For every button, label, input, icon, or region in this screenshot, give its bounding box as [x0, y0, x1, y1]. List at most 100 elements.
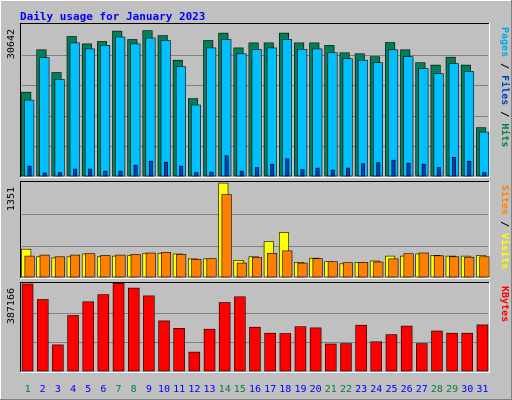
- bar-sites-day-3: [54, 256, 65, 278]
- bar-pages-day-1: [27, 165, 32, 177]
- bar-sites-day-12: [191, 258, 202, 278]
- x-tick-label: 12: [188, 384, 200, 395]
- bar-kbytes-day-6: [97, 294, 110, 372]
- bar-pages-day-27: [421, 163, 426, 177]
- x-tick-label: 28: [431, 384, 443, 395]
- x-tick-label: 4: [70, 384, 76, 395]
- y-max-label: 30642: [6, 29, 17, 59]
- legend-part: KBytes: [499, 286, 510, 322]
- bar-files-day-18: [281, 39, 292, 177]
- bar-files-day-2: [39, 57, 50, 177]
- bar-sites-day-14: [221, 194, 232, 278]
- bar-sites-day-11: [176, 254, 187, 278]
- bar-kbytes-day-15: [234, 296, 246, 372]
- x-tick-label: 16: [249, 384, 261, 395]
- bar-kbytes-day-9: [143, 295, 155, 372]
- bar-sites-day-1: [24, 255, 35, 278]
- bar-sites-day-16: [252, 257, 263, 278]
- bar-pages-day-23: [361, 163, 365, 177]
- bar-files-day-25: [388, 49, 399, 177]
- bar-pages-day-17: [270, 163, 275, 177]
- x-tick-label: 22: [340, 384, 352, 395]
- bar-pages-day-24: [376, 162, 381, 177]
- bar-kbytes-day-14: [218, 302, 231, 372]
- bar-files-day-12: [191, 104, 202, 177]
- bar-sites-day-8: [130, 254, 141, 278]
- x-tick-label: 14: [219, 384, 231, 395]
- x-tick-label: 2: [40, 384, 46, 395]
- bar-kbytes-day-19: [294, 326, 307, 372]
- bar-pages-day-13: [209, 171, 214, 177]
- bar-sites-day-23: [358, 262, 369, 278]
- bar-kbytes-day-18: [279, 333, 292, 372]
- x-tick-label: 15: [234, 384, 246, 395]
- x-tick-label: 26: [401, 384, 413, 395]
- x-tick-label: 24: [370, 384, 382, 395]
- bar-files-day-19: [297, 49, 308, 177]
- x-tick-label: 5: [85, 384, 91, 395]
- x-tick-label: 29: [446, 384, 458, 395]
- bar-kbytes-day-16: [249, 326, 261, 372]
- bar-pages-day-15: [239, 170, 244, 177]
- bar-kbytes-day-13: [203, 328, 216, 372]
- bar-files-day-20: [312, 48, 323, 177]
- bar-files-day-21: [327, 52, 338, 177]
- x-tick-label: 17: [264, 384, 276, 395]
- bar-kbytes-day-22: [340, 343, 352, 372]
- bar-sites-day-22: [342, 262, 353, 278]
- bar-pages-day-28: [436, 167, 441, 177]
- bar-sites-day-27: [418, 252, 429, 278]
- bar-files-day-30: [463, 71, 474, 177]
- y-max-label: 387166: [6, 288, 17, 324]
- bar-sites-day-4: [70, 254, 81, 278]
- bar-pages-day-31: [482, 172, 487, 177]
- bar-pages-day-18: [285, 158, 290, 177]
- bar-pages-day-22: [345, 167, 350, 177]
- bar-kbytes-day-29: [446, 332, 458, 372]
- bar-kbytes-day-30: [461, 332, 473, 372]
- bar-files-day-6: [100, 45, 111, 177]
- bar-files-day-10: [160, 40, 171, 177]
- bar-kbytes-day-4: [67, 315, 79, 372]
- chart-title: Daily usage for January 2023: [20, 10, 205, 23]
- bar-pages-day-5: [88, 168, 93, 177]
- bar-kbytes-day-17: [264, 332, 276, 372]
- legend-label: KBytes: [499, 286, 510, 322]
- bar-files-day-27: [418, 68, 429, 177]
- bar-sites-day-24: [373, 261, 384, 278]
- x-tick-label: 13: [203, 384, 215, 395]
- bar-sites-day-13: [206, 258, 217, 278]
- bar-kbytes-day-27: [415, 343, 428, 372]
- bar-files-day-7: [115, 36, 126, 177]
- x-tick-label: 19: [294, 384, 306, 395]
- bar-sites-day-30: [464, 256, 475, 278]
- bar-sites-day-17: [267, 253, 278, 278]
- x-tick-label: 30: [461, 384, 473, 395]
- bar-sites-day-7: [115, 254, 126, 278]
- bar-pages-day-29: [452, 157, 456, 177]
- x-tick-label: 1: [25, 384, 31, 395]
- bar-files-day-5: [84, 48, 95, 177]
- bar-kbytes-day-20: [309, 327, 322, 372]
- bar-sites-day-6: [100, 255, 111, 278]
- bar-files-day-8: [130, 43, 141, 177]
- legend-part: Visits: [499, 233, 511, 269]
- bar-kbytes-day-24: [370, 341, 382, 372]
- bar-kbytes-day-8: [128, 287, 140, 372]
- bar-sites-day-15: [236, 262, 247, 278]
- bar-sites-day-10: [161, 252, 172, 278]
- bar-pages-day-4: [73, 168, 78, 177]
- bar-pages-day-14: [224, 155, 229, 177]
- bar-pages-day-11: [179, 165, 184, 177]
- x-tick-label: 3: [55, 384, 61, 395]
- bar-pages-day-9: [148, 160, 153, 177]
- bar-pages-day-6: [103, 170, 108, 177]
- bar-pages-day-3: [57, 172, 62, 177]
- bar-files-day-15: [236, 53, 247, 177]
- bar-sites-day-28: [433, 255, 444, 278]
- bar-files-day-3: [54, 79, 65, 177]
- bar-pages-day-26: [406, 162, 411, 177]
- bar-files-day-23: [357, 59, 368, 177]
- bar-sites-day-29: [449, 256, 460, 278]
- x-tick-label: 20: [310, 384, 322, 395]
